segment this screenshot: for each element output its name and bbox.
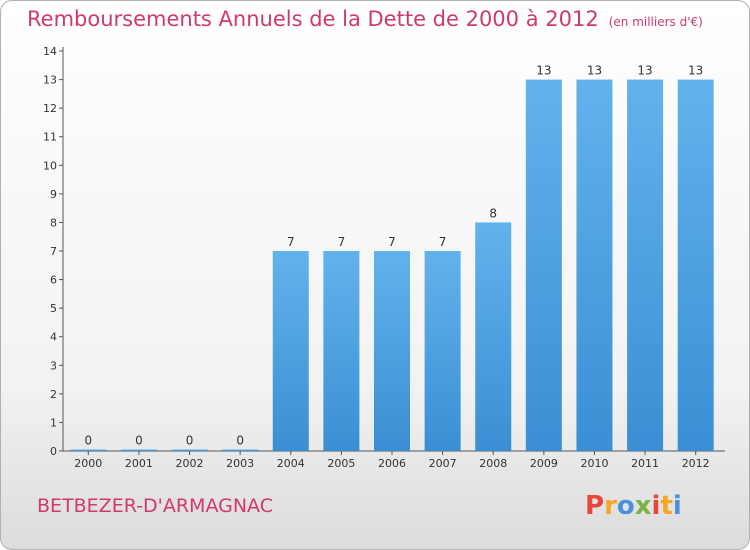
y-tick-label: 10 [43,159,57,172]
logo-letter: i [651,491,661,521]
x-tick-label: 2006 [378,457,406,470]
bar-value-label: 0 [186,434,194,448]
bar-value-label: 0 [236,434,244,448]
bar [323,251,360,451]
bar [70,449,107,451]
bar [677,79,714,452]
y-tick-label: 2 [50,388,57,401]
proxiti-logo: Proxiti [585,491,682,521]
bar-value-label: 7 [388,235,396,249]
bar [525,79,562,452]
y-tick-label: 1 [50,416,57,429]
x-tick-label: 2003 [226,457,254,470]
y-tick-label: 11 [43,131,57,144]
commune-name: BETBEZER-D'ARMAGNAC [37,495,273,517]
bar [272,251,309,451]
bar [424,251,461,451]
bar-value-label: 13 [637,64,652,78]
bar [576,79,613,452]
bar [120,449,157,451]
x-tick-label: 2004 [277,457,305,470]
x-tick-label: 2001 [125,457,153,470]
logo-letter: i [672,491,682,521]
bar [475,222,512,451]
y-tick-label: 9 [50,188,57,201]
bar-value-label: 7 [287,235,295,249]
bar-value-label: 13 [536,64,551,78]
bar-value-label: 7 [439,235,447,249]
bar [222,449,259,451]
y-tick-label: 13 [43,74,57,87]
bar-value-label: 7 [338,235,346,249]
y-tick-label: 8 [50,216,57,229]
chart-subtitle: (en milliers d'€) [608,15,703,29]
x-tick-label: 2012 [682,457,710,470]
y-tick-label: 4 [50,331,57,344]
bar-value-label: 0 [84,434,92,448]
chart-title-text: Remboursements Annuels de la Dette de 20… [27,7,599,31]
bar-value-label: 13 [587,64,602,78]
x-tick-label: 2002 [176,457,204,470]
x-tick-label: 2005 [327,457,355,470]
y-tick-label: 6 [50,274,57,287]
logo-letter: t [660,491,673,521]
x-tick-label: 2008 [479,457,507,470]
x-tick-label: 2011 [631,457,659,470]
y-tick-label: 14 [43,45,57,58]
x-tick-label: 2010 [580,457,608,470]
logo-letter: x [634,491,652,521]
bar-value-label: 0 [135,434,143,448]
y-tick-label: 7 [50,245,57,258]
y-tick-label: 5 [50,302,57,315]
logo-letter: P [585,491,605,521]
bar [374,251,410,451]
x-tick-label: 2007 [429,457,457,470]
y-tick-label: 3 [50,359,57,372]
bar [171,449,208,451]
y-tick-label: 0 [50,445,57,458]
chart-title: Remboursements Annuels de la Dette de 20… [27,7,703,31]
x-tick-label: 2000 [74,457,102,470]
logo-letter: r [604,491,617,521]
bar [627,79,664,452]
bar-value-label: 8 [489,206,497,220]
logo-letter: o [616,491,635,521]
x-tick-label: 2009 [530,457,558,470]
bar-value-label: 13 [688,64,703,78]
y-tick-label: 12 [43,102,57,115]
